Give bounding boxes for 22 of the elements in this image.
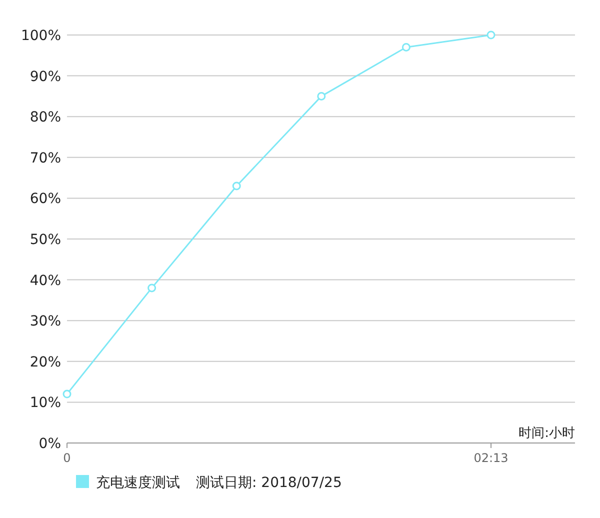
text: 测试日期: 2018/07/25 [196,475,342,491]
y-tick-label: 50% [30,232,61,248]
y-tick-label: 70% [30,150,61,166]
point [402,42,410,52]
x-tick-label: 0 [63,451,71,465]
point [232,182,241,190]
point [486,30,496,40]
y-tick-label: 10% [30,395,61,412]
x-tick-label: 02:13 [474,451,508,465]
y-tick-label: 40% [30,272,61,289]
y-tick-label: 90% [30,68,61,85]
y-tick-label: 20% [30,354,61,370]
legend-label: 充电速度测试 [96,475,180,491]
y-tick-label: 100% [20,28,61,44]
point [317,92,326,100]
y-tick-label: 80% [30,110,61,126]
point [62,390,72,398]
y-tick-label: 60% [30,191,61,208]
point [148,284,156,292]
y-tick-label: 0% [38,436,61,452]
y-tick-label: 30% [30,314,61,330]
x-axis-title: 时间:小时 [518,426,575,441]
